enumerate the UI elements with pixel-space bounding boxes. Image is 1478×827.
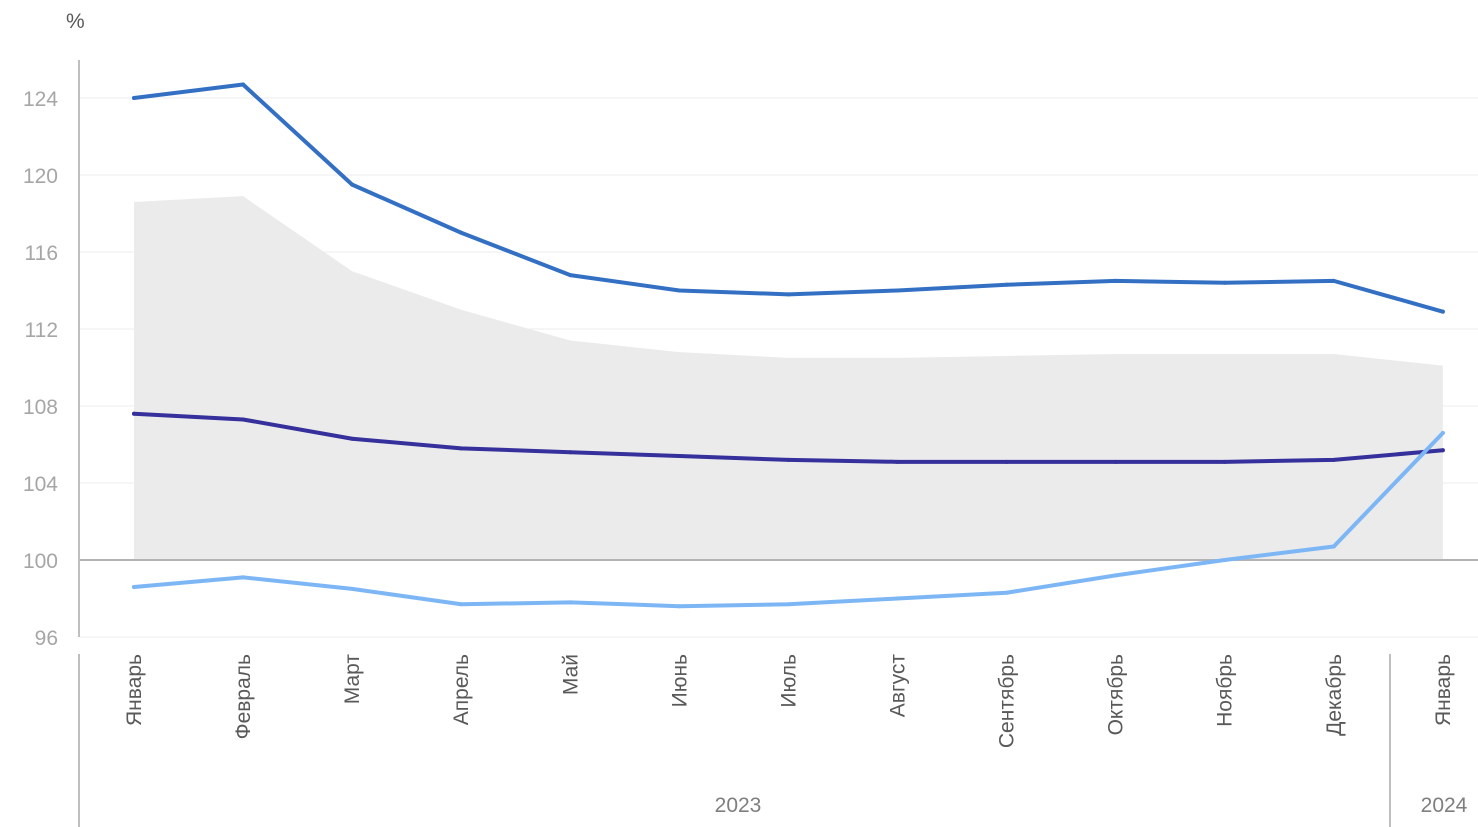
data-point <box>786 602 791 607</box>
data-point <box>459 230 464 235</box>
x-tick-label: Февраль <box>232 654 255 739</box>
data-point <box>1440 309 1445 314</box>
x-tick-label: Июль <box>777 654 800 708</box>
y-tick-label: 108 <box>23 396 58 419</box>
year-label: 2023 <box>715 794 762 817</box>
data-point <box>568 600 573 605</box>
data-point <box>1331 278 1336 283</box>
axes <box>78 60 1478 827</box>
x-tick-label: Январь <box>123 654 146 726</box>
y-tick-label: 96 <box>35 627 58 650</box>
data-point <box>350 436 355 441</box>
x-tick-label: Сентябрь <box>996 654 1019 748</box>
series-lines <box>132 82 1445 609</box>
data-point <box>1004 282 1009 287</box>
data-point <box>241 417 246 422</box>
x-tick-label: Март <box>341 654 364 705</box>
data-point <box>1440 430 1445 435</box>
x-tick-label: Май <box>559 654 582 695</box>
data-point <box>786 292 791 297</box>
data-point <box>568 450 573 455</box>
y-tick-label: 104 <box>23 473 58 496</box>
data-point <box>1113 278 1118 283</box>
range-band <box>134 196 1443 561</box>
data-point <box>1222 459 1227 464</box>
data-point <box>895 596 900 601</box>
x-tick-label: Ноябрь <box>1214 654 1237 727</box>
x-tick-label: Июнь <box>668 654 691 707</box>
data-point <box>677 454 682 459</box>
data-point <box>1222 558 1227 562</box>
data-point <box>1113 459 1118 464</box>
x-tick-label: Август <box>886 654 909 718</box>
y-tick-label: 120 <box>23 165 58 188</box>
y-tick-label: 100 <box>23 550 58 573</box>
data-point <box>677 604 682 609</box>
data-point <box>1331 457 1336 462</box>
data-point <box>241 82 246 87</box>
y-tick-label: 124 <box>23 88 58 111</box>
data-point <box>568 273 573 278</box>
y-tick-label: 112 <box>25 319 58 342</box>
band-area <box>134 196 1443 561</box>
data-point <box>132 96 136 100</box>
data-point <box>1113 573 1118 578</box>
data-point <box>1004 459 1009 464</box>
x-tick-label: Декабрь <box>1323 654 1346 736</box>
data-point <box>132 411 136 416</box>
x-tick-label: Октябрь <box>1105 654 1128 735</box>
y-tick-label: 116 <box>25 242 58 265</box>
data-point <box>895 288 900 293</box>
data-point <box>132 584 136 589</box>
data-point <box>895 459 900 464</box>
data-point <box>1222 280 1227 285</box>
data-point <box>1004 590 1009 595</box>
data-point <box>459 602 464 607</box>
y-tick-labels: 96 100 104 108 112 116 120 124 <box>23 88 58 650</box>
x-tick-label: Апрель <box>450 654 473 725</box>
data-point <box>459 446 464 451</box>
data-point <box>677 288 682 293</box>
year-labels: 2023 2024 <box>715 794 1468 817</box>
y-unit-label: % <box>66 10 85 33</box>
data-point <box>1440 448 1445 453</box>
x-tick-label: Январь <box>1432 654 1455 726</box>
data-point <box>786 457 791 462</box>
year-label: 2024 <box>1421 794 1468 817</box>
data-point <box>350 182 355 187</box>
data-point <box>350 586 355 591</box>
data-point <box>1331 544 1336 549</box>
x-tick-labels: Январь Февраль Март Апрель Май Июнь Июль Август… <box>123 654 1455 748</box>
data-point <box>241 575 246 580</box>
